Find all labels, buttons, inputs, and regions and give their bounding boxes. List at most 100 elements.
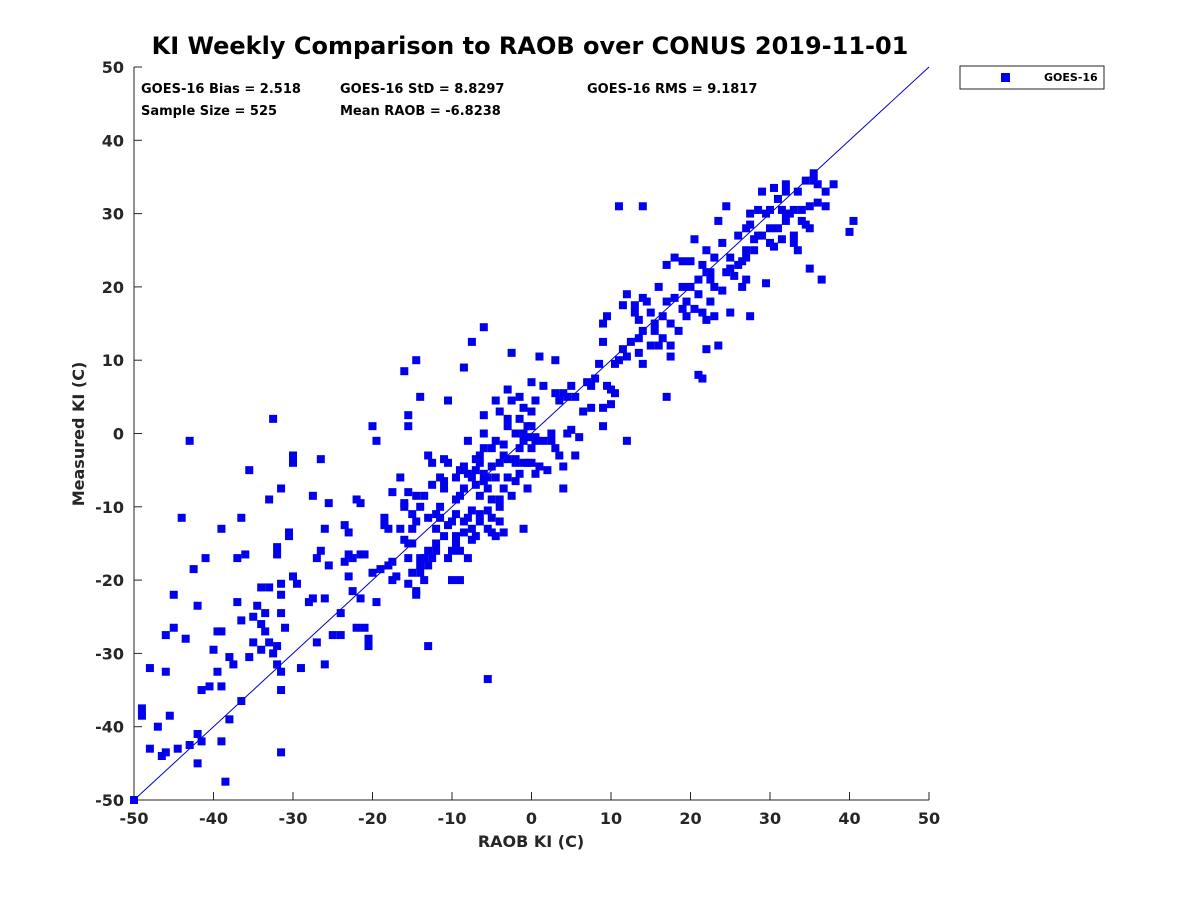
data-point	[475, 451, 484, 460]
data-point	[499, 440, 508, 449]
data-point	[277, 609, 286, 618]
data-point	[348, 554, 357, 563]
data-point	[451, 532, 460, 541]
data-point	[523, 433, 532, 442]
data-point	[845, 227, 854, 236]
data-point	[320, 660, 329, 669]
data-point	[336, 631, 345, 640]
data-point	[440, 484, 449, 493]
data-point	[654, 282, 663, 291]
data-point	[698, 308, 707, 317]
data-point	[432, 539, 441, 548]
data-point	[404, 554, 413, 563]
data-point	[372, 598, 381, 607]
data-point	[599, 403, 608, 412]
data-point	[404, 579, 413, 588]
data-point	[801, 176, 810, 185]
data-point	[420, 576, 429, 585]
data-point	[285, 528, 294, 537]
data-point	[690, 235, 699, 244]
data-point	[503, 385, 512, 394]
data-point	[428, 458, 437, 467]
data-point	[432, 546, 441, 555]
data-point	[531, 433, 540, 442]
data-point	[289, 451, 297, 460]
data-point	[360, 550, 369, 559]
data-point	[515, 469, 524, 478]
data-point	[789, 205, 798, 214]
data-point	[702, 345, 711, 354]
data-point	[547, 436, 556, 445]
data-point	[471, 466, 480, 475]
data-point	[217, 682, 226, 691]
data-point	[424, 451, 433, 460]
data-point	[344, 528, 353, 537]
data-point	[479, 323, 488, 332]
data-point	[718, 238, 727, 247]
legend-label: GOES-16	[1044, 71, 1098, 84]
data-point	[694, 290, 703, 299]
data-point	[416, 568, 425, 577]
data-point	[766, 205, 774, 214]
data-point	[471, 480, 480, 489]
data-point	[654, 341, 663, 350]
x-tick-label: -50	[120, 809, 149, 828]
data-point	[622, 290, 631, 299]
data-point	[746, 209, 755, 218]
data-point	[563, 392, 572, 401]
data-point	[380, 513, 389, 522]
data-point	[487, 513, 496, 522]
data-point	[805, 264, 814, 273]
data-point	[408, 539, 417, 548]
data-point	[487, 495, 496, 504]
data-point	[742, 275, 751, 284]
data-point	[714, 341, 723, 350]
data-point	[459, 528, 468, 537]
data-point	[555, 396, 564, 405]
data-point	[519, 524, 528, 533]
data-point	[277, 667, 286, 676]
x-axis-title: RAOB KI (C)	[478, 832, 584, 851]
y-tick-label: -50	[95, 791, 124, 810]
data-point	[308, 491, 317, 500]
data-point	[281, 623, 290, 632]
data-point	[479, 444, 488, 453]
data-point	[805, 202, 814, 211]
data-point	[571, 392, 580, 401]
data-point	[213, 667, 222, 676]
data-point	[726, 308, 735, 317]
data-point	[658, 334, 667, 343]
data-point	[849, 216, 858, 225]
data-point	[789, 231, 798, 240]
data-point	[551, 389, 560, 398]
data-point	[209, 645, 218, 654]
data-point	[400, 499, 409, 508]
data-point	[495, 502, 504, 511]
data-point	[821, 187, 830, 196]
data-point	[487, 462, 496, 471]
data-point	[451, 539, 460, 548]
data-point	[467, 337, 476, 346]
data-point	[324, 499, 333, 508]
data-point	[773, 194, 782, 203]
data-point	[646, 341, 655, 350]
data-point	[599, 422, 608, 431]
data-point	[249, 638, 258, 647]
data-point	[773, 224, 782, 233]
annotation-bias: GOES-16 Bias = 2.518	[141, 82, 301, 97]
data-point	[666, 352, 675, 361]
data-point	[706, 268, 715, 277]
x-tick-label: -40	[199, 809, 228, 828]
data-point	[130, 796, 138, 804]
data-point	[527, 422, 536, 431]
legend: GOES-16	[959, 65, 1105, 90]
x-axis-ticks: -50 -40 -30 -20 -10 0 10 20 30 40 50	[120, 792, 940, 828]
data-point	[352, 623, 361, 632]
x-tick-label: 40	[838, 809, 860, 828]
data-point	[678, 282, 687, 291]
data-point	[634, 315, 643, 324]
data-point	[455, 576, 464, 585]
data-point	[527, 444, 536, 453]
data-point	[527, 407, 536, 416]
data-point	[567, 381, 576, 390]
